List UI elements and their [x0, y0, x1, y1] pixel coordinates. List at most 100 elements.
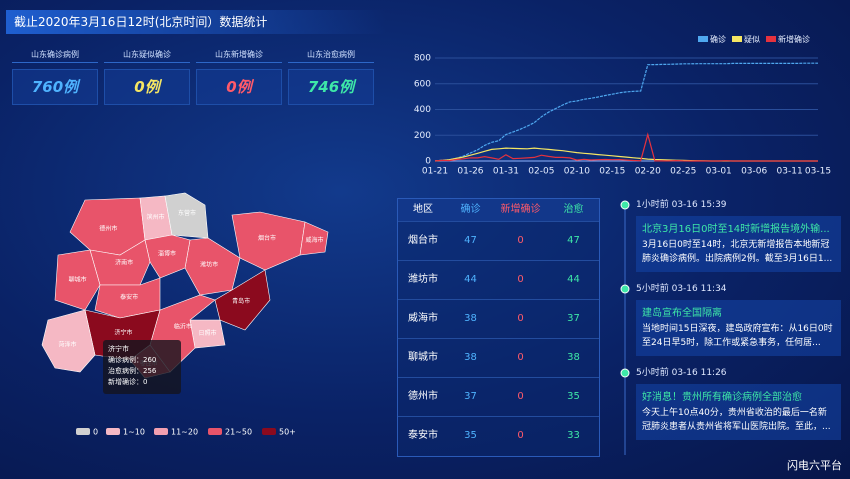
- news-title: 北京3月16日0时至14时新增报告境外输...: [642, 224, 830, 235]
- legend-swatch: [732, 36, 742, 42]
- x-tick-label: 02-25: [670, 167, 696, 177]
- news-time: 5小时前 03-16 11:26: [636, 368, 727, 378]
- legend-swatch: [262, 428, 276, 435]
- table-cell: 0: [517, 391, 524, 402]
- news-item: 5小时前 03-16 11:34 建岛宣布全国隔离 当地时间15日深夜，建岛政府宣布…: [636, 282, 841, 356]
- region-label: 淄博市: [158, 249, 176, 257]
- stat-label: 山东治愈病例: [288, 48, 374, 63]
- y-tick-label: 800: [414, 54, 431, 64]
- timeline-dot: [620, 200, 630, 210]
- legend-label: 1~10: [123, 428, 145, 437]
- table-cell: 38: [567, 352, 580, 363]
- series-line: [434, 147, 818, 162]
- y-tick-label: 600: [414, 79, 431, 89]
- stat-card: 山东治愈病例 746例: [288, 48, 374, 105]
- legend-label: 确诊: [710, 34, 726, 44]
- x-tick-label: 03-15: [805, 167, 831, 177]
- region-label: 聊城市: [69, 276, 87, 284]
- timeline-dot: [620, 368, 630, 378]
- news-time: 1小时前 03-16 15:39: [636, 200, 727, 210]
- series-line: [434, 62, 818, 162]
- stat-label: 山东疑似确诊: [104, 48, 190, 63]
- x-tick-label: 01-31: [493, 167, 519, 177]
- y-tick-label: 400: [414, 105, 431, 115]
- region-label: 青岛市: [232, 297, 250, 305]
- table-cell: 德州市: [408, 391, 438, 402]
- news-title: 好消息！贵州所有确诊病例全部治愈: [642, 392, 802, 403]
- news-item: 1小时前 03-16 15:39 北京3月16日0时至14时新增报告境外输... 3…: [636, 198, 841, 272]
- tooltip-label: 治愈病例：: [108, 366, 143, 375]
- table-cell: 44: [464, 274, 477, 285]
- legend-swatch: [766, 36, 776, 42]
- header-cell: 地区: [413, 204, 433, 215]
- news-item: 5小时前 03-16 11:26 好消息！贵州所有确诊病例全部治愈今天上午10点4…: [636, 366, 841, 440]
- region-label: 济宁市: [114, 329, 132, 337]
- tooltip-label: 确诊病例：: [108, 355, 143, 364]
- map-region: [299, 221, 329, 256]
- x-tick-label: 02-15: [599, 167, 625, 177]
- tooltip-box: [103, 340, 181, 394]
- news-box: 好消息！贵州所有确诊病例全部治愈今天上午10点40分，贵州省收治的最后一名新冠肺…: [636, 384, 841, 440]
- legend-label: 0: [93, 428, 98, 437]
- x-tick-label: 03-11: [777, 167, 803, 177]
- region-label: 临沂市: [174, 323, 192, 331]
- map-region: [54, 249, 101, 311]
- footer: 闪电六平台: [787, 459, 842, 472]
- table-cell: 47: [567, 235, 580, 246]
- region-label: 德州市: [99, 225, 117, 233]
- table-cell: 0: [517, 352, 524, 363]
- region-label: 日照市: [198, 329, 216, 337]
- table-cell: 37: [567, 313, 580, 324]
- x-tick-label: 02-05: [528, 167, 554, 177]
- header-cell: 确诊: [460, 204, 481, 215]
- news-time: 5小时前 03-16 11:34: [636, 284, 727, 294]
- x-tick-label: 02-20: [635, 167, 661, 177]
- header-cell: 新增确诊: [500, 204, 541, 215]
- x-tick-label: 03-06: [741, 167, 767, 177]
- table-cell: 38: [464, 352, 477, 363]
- tooltip-title: 济宁市: [108, 344, 129, 353]
- stat-value: 0例: [104, 69, 190, 105]
- table-cell: 35: [464, 430, 477, 441]
- table-cell: 37: [464, 391, 477, 402]
- table-cell: 潍坊市: [408, 274, 438, 285]
- header-cell: 治愈: [563, 204, 584, 215]
- legend-swatch: [106, 428, 120, 435]
- x-tick-label: 01-26: [457, 167, 483, 177]
- table-cell: 35: [567, 391, 580, 402]
- table-row: 威海市 38 0 37: [398, 299, 599, 338]
- tooltip-value: 256: [143, 367, 157, 375]
- map-region: [41, 309, 96, 373]
- stat-value: 746例: [288, 69, 374, 105]
- tooltip-value: 260: [143, 356, 156, 364]
- table-cell: 33: [567, 430, 580, 441]
- table-cell: 44: [567, 274, 580, 285]
- header-title: 截止2020年3月16日12时(北京时间）数据统计: [6, 10, 386, 34]
- map-region: [164, 192, 209, 239]
- stat-value: 0例: [196, 69, 282, 105]
- table-row: 潍坊市 44 0 44: [398, 260, 599, 299]
- table-cell: 0: [517, 430, 524, 441]
- region-label: 菏泽市: [58, 341, 76, 349]
- region-label: 泰安市: [120, 293, 138, 301]
- table-cell: 0: [517, 274, 524, 285]
- region-label: 威海市: [305, 236, 323, 244]
- region-label: 东营市: [178, 209, 196, 217]
- legend-label: 11~20: [171, 428, 198, 437]
- legend-label: 21~50: [225, 428, 252, 437]
- legend-swatch: [208, 428, 222, 435]
- news-body: 今天上午10点40分，贵州省收治的最后一名新冠肺炎患者从贵州省将军山医院出院。至…: [642, 408, 831, 432]
- table-cell: 0: [517, 235, 524, 246]
- news-box: 北京3月16日0时至14时新增报告境外输... 3月16日0时至14时，北京无新增…: [636, 216, 841, 272]
- table-cell: 泰安市: [408, 430, 438, 441]
- region-label: 烟台市: [258, 234, 276, 242]
- y-tick-label: 0: [425, 157, 431, 167]
- tooltip-row: 确诊病例：260: [108, 355, 156, 364]
- table-cell: 38: [464, 313, 477, 324]
- table-cell: 47: [464, 235, 477, 246]
- legend-swatch: [698, 36, 708, 42]
- line-chart: 0 200 400 600 800 01-21 01-26 01-31 02-05 02-10 02…: [414, 34, 831, 177]
- table: 地区 确诊 新增确诊 治愈 烟台市 47 0 47 潍坊市 44 0 44 威海市 38 0 37 聊城市 38 0…: [397, 198, 600, 457]
